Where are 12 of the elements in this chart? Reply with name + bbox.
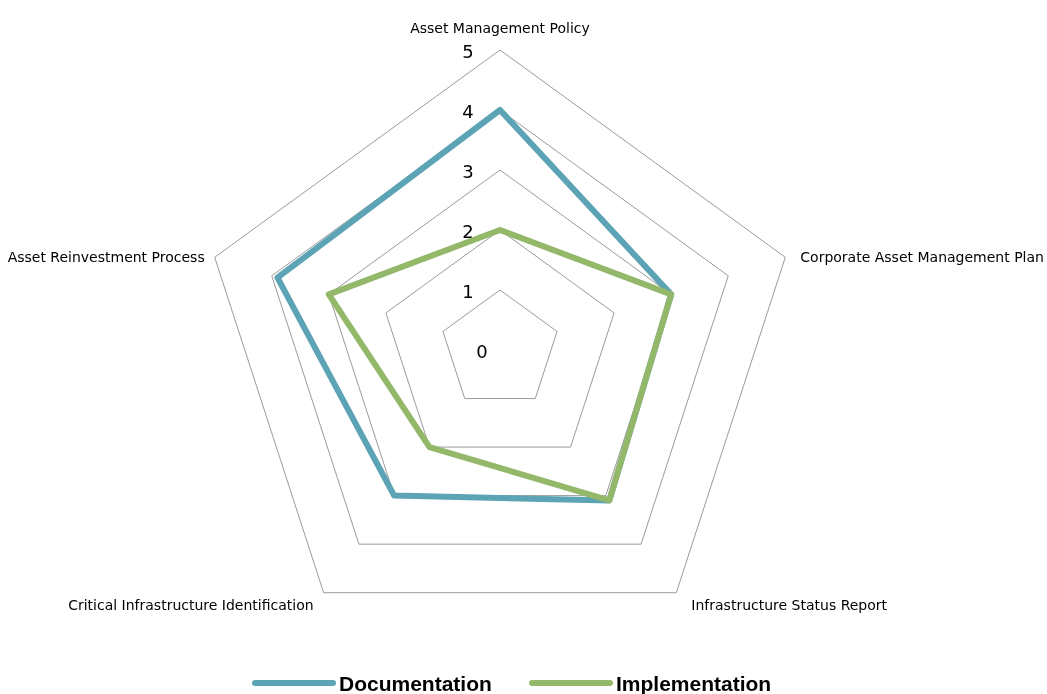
y-tick-label: 4 [462, 101, 474, 122]
y-tick-label: 0 [476, 341, 488, 362]
y-tick-label: 2 [462, 221, 474, 242]
spoke-label: Critical Infrastructure Identification [68, 596, 314, 613]
spoke-label: Asset Management Policy [410, 20, 590, 36]
y-tick-label: 1 [462, 281, 474, 302]
y-tick-label: 5 [462, 41, 474, 62]
spoke-label: Corporate Asset Management Plan [800, 249, 1044, 266]
legend-label: Documentation [339, 672, 492, 694]
spoke-label: Asset Reinvestment Process [7, 249, 205, 266]
spoke-label: Infrastructure Status Report [691, 596, 888, 613]
y-tick-label: 3 [462, 161, 474, 182]
